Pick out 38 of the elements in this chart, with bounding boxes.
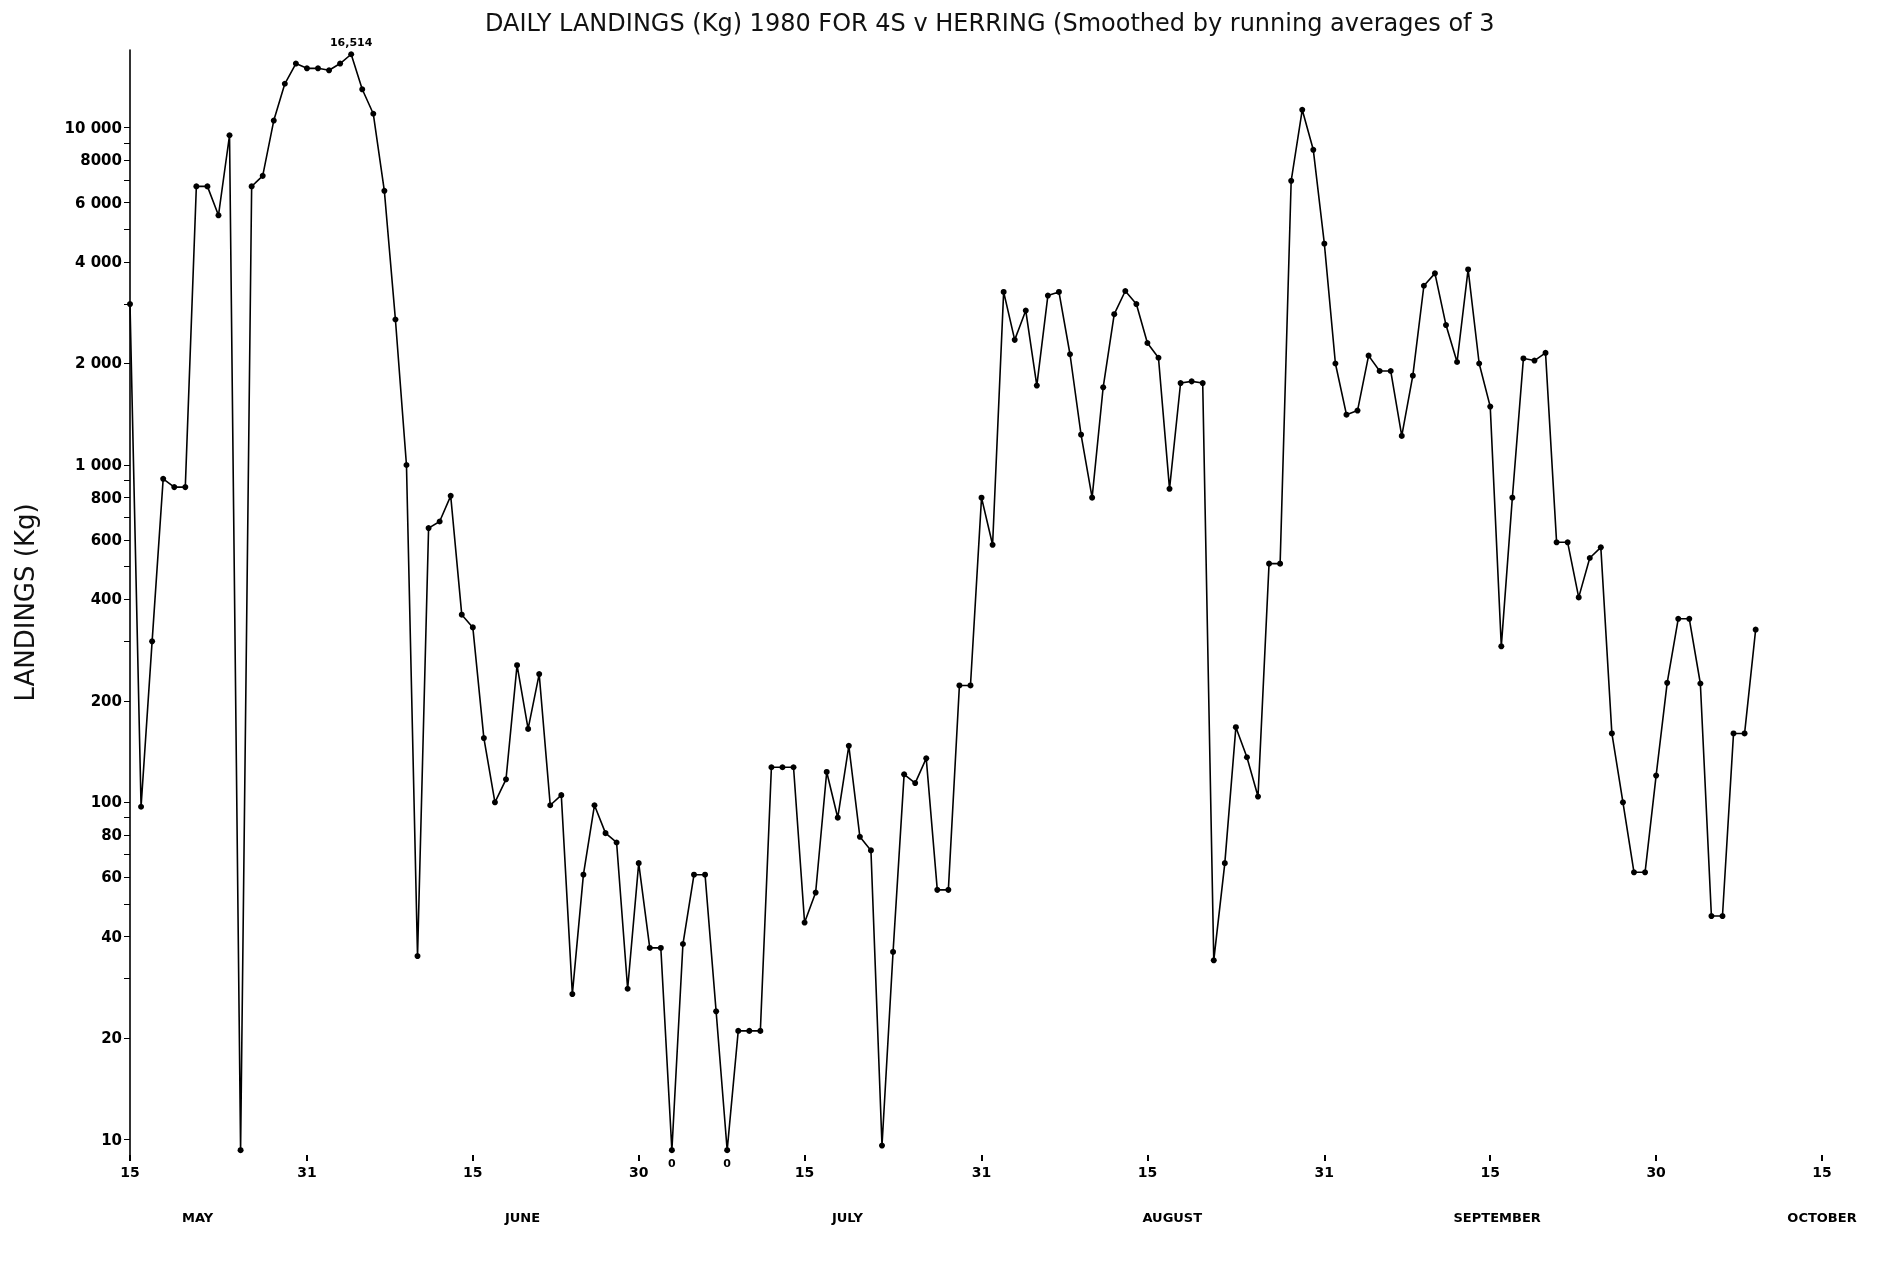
y-tick-label: 8000 <box>80 151 122 170</box>
x-tick-label: 31 <box>971 1164 992 1180</box>
y-tick-label: 20 <box>101 1029 122 1048</box>
y-tick-label: 4 000 <box>75 252 122 271</box>
x-tick-label: 31 <box>1314 1164 1335 1180</box>
annotation: 16,514 <box>329 36 373 50</box>
text: OCTOBER <box>1787 1209 1857 1225</box>
y-tick-label: 6 000 <box>75 193 122 212</box>
y-tick-label: 200 <box>90 691 122 710</box>
x-tick-label: 15 <box>1480 1164 1500 1180</box>
y-tick-label: 100 <box>90 793 122 812</box>
y-tick-label: 40 <box>101 927 122 946</box>
x-tick-label: 15 <box>1137 1164 1158 1180</box>
y-tick-label: 600 <box>90 530 122 549</box>
y-tick-label: 800 <box>90 488 122 507</box>
chart-title: DAILY LANDINGS (Kg) 1980 FOR 4S v HERRING (Smoothed by running averages of 3 <box>485 9 1495 37</box>
x-tick-label: 30 <box>628 1164 649 1180</box>
y-tick-label: 60 <box>101 868 122 887</box>
text: AUGUST <box>1142 1209 1203 1225</box>
y-tick-label: 80 <box>101 825 122 844</box>
x-tick-label: 31 <box>297 1164 317 1180</box>
y-tick-label: 1 000 <box>75 456 122 475</box>
text: JULY <box>830 1209 864 1225</box>
text: JUNE <box>503 1209 541 1225</box>
y-tick-label: 10 000 <box>64 118 122 137</box>
annotation: 0 <box>723 1157 732 1171</box>
y-tick-label: 400 <box>90 590 122 609</box>
y-axis-title: LANDINGS (Kg) <box>10 503 40 702</box>
annotation: 0 <box>668 1157 677 1171</box>
x-tick-label: 15 <box>120 1164 140 1180</box>
x-tick-label: 15 <box>794 1164 815 1180</box>
x-tick-label: 30 <box>1646 1164 1667 1180</box>
text: SEPTEMBER <box>1453 1209 1541 1225</box>
text: MAY <box>182 1209 214 1225</box>
x-tick-label: 15 <box>1812 1164 1832 1180</box>
x-tick-label: 15 <box>463 1164 483 1180</box>
y-tick-label: 10 <box>101 1130 122 1149</box>
y-tick-label: 2 000 <box>75 354 122 373</box>
